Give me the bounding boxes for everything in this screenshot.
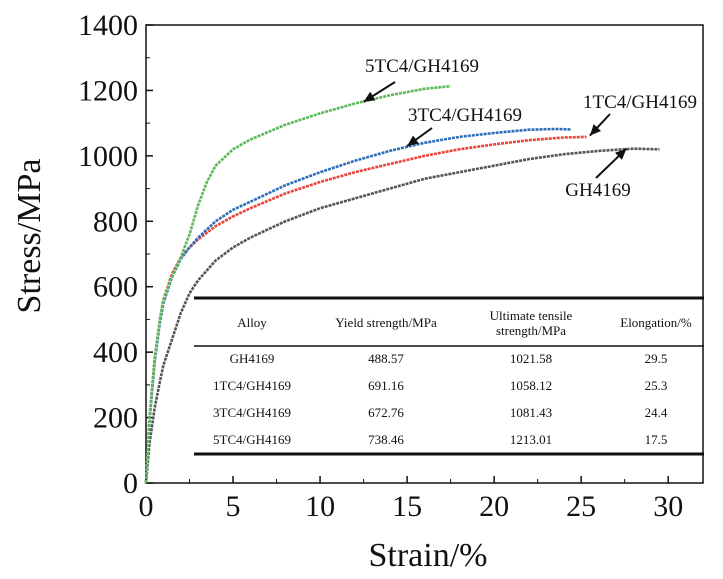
x-axis-label: Strain/% [369,537,488,574]
y-tick-label: 400 [93,336,138,369]
y-tick-label: 1400 [78,9,138,42]
table-header-alloy: Alloy [237,315,267,330]
x-tick-label: 5 [226,490,241,523]
series-line-3tc4-gh4169 [144,127,571,484]
table-cell: 5TC4/GH4169 [213,432,291,447]
y-axis-ticks: 0 200 400 600 800 1000 1200 1400 [78,9,153,500]
table-cell: 1021.58 [510,351,552,366]
x-tick-label: 15 [392,490,422,523]
table-cell: 738.46 [368,432,404,447]
annotation-label: 5TC4/GH4169 [365,56,479,77]
table-rows: GH4169 488.57 1021.58 29.5 1TC4/GH4169 691.16… [213,351,668,447]
annotation-label: GH4169 [565,180,630,201]
table-cell: 672.76 [368,405,404,420]
y-tick-label: 0 [123,467,138,500]
y-tick-label: 600 [93,271,138,304]
x-tick-label: 10 [305,490,335,523]
table-header-uts: Ultimate tensile strength/MPa [490,308,573,338]
annotation-arrow-head [615,148,627,160]
inset-table: Alloy Yield strength/MPa Ultimate tensil… [194,296,704,456]
annotations-group: 5TC4/GH4169 3TC4/GH4169 1TC4/GH4169 GH4169 [363,56,697,201]
table-header-yield: Yield strength/MPa [335,315,437,330]
table-cell: GH4169 [230,351,275,366]
table-cell: 29.5 [645,351,668,366]
table-cell: 1058.12 [510,378,552,393]
annotation-label: 3TC4/GH4169 [408,105,522,126]
table-cell: 25.3 [645,378,668,393]
series-line-gh4169 [144,147,660,484]
y-tick-label: 1200 [78,74,138,107]
table-cell: 1TC4/GH4169 [213,378,291,393]
table-cell: 3TC4/GH4169 [213,405,291,420]
table-cell: 1213.01 [510,432,552,447]
table-header-elongation: Elongation/% [620,315,692,330]
annotation-label: 1TC4/GH4169 [583,92,697,113]
annotation-arrow-head [589,124,602,136]
table-cell: 488.57 [368,351,404,366]
x-axis-ticks: 0 5 10 15 20 25 30 [139,476,683,523]
x-tick-label: 30 [653,490,683,523]
x-tick-label: 25 [566,490,596,523]
table-cell: 1081.43 [510,405,552,420]
series-line-5tc4-gh4169 [144,84,451,484]
y-tick-label: 800 [93,205,138,238]
annotation-arrow-head [407,135,419,147]
series-group [144,84,660,484]
y-tick-label: 1000 [78,140,138,173]
x-tick-label: 20 [479,490,509,523]
table-cell: 691.16 [368,378,404,393]
y-axis-label: Stress/MPa [11,159,48,314]
x-tick-label: 0 [139,490,154,523]
y-tick-label: 200 [93,402,138,435]
annotation-arrow-head [363,91,376,102]
table-cell: 17.5 [645,432,668,447]
table-cell: 24.4 [645,405,668,420]
